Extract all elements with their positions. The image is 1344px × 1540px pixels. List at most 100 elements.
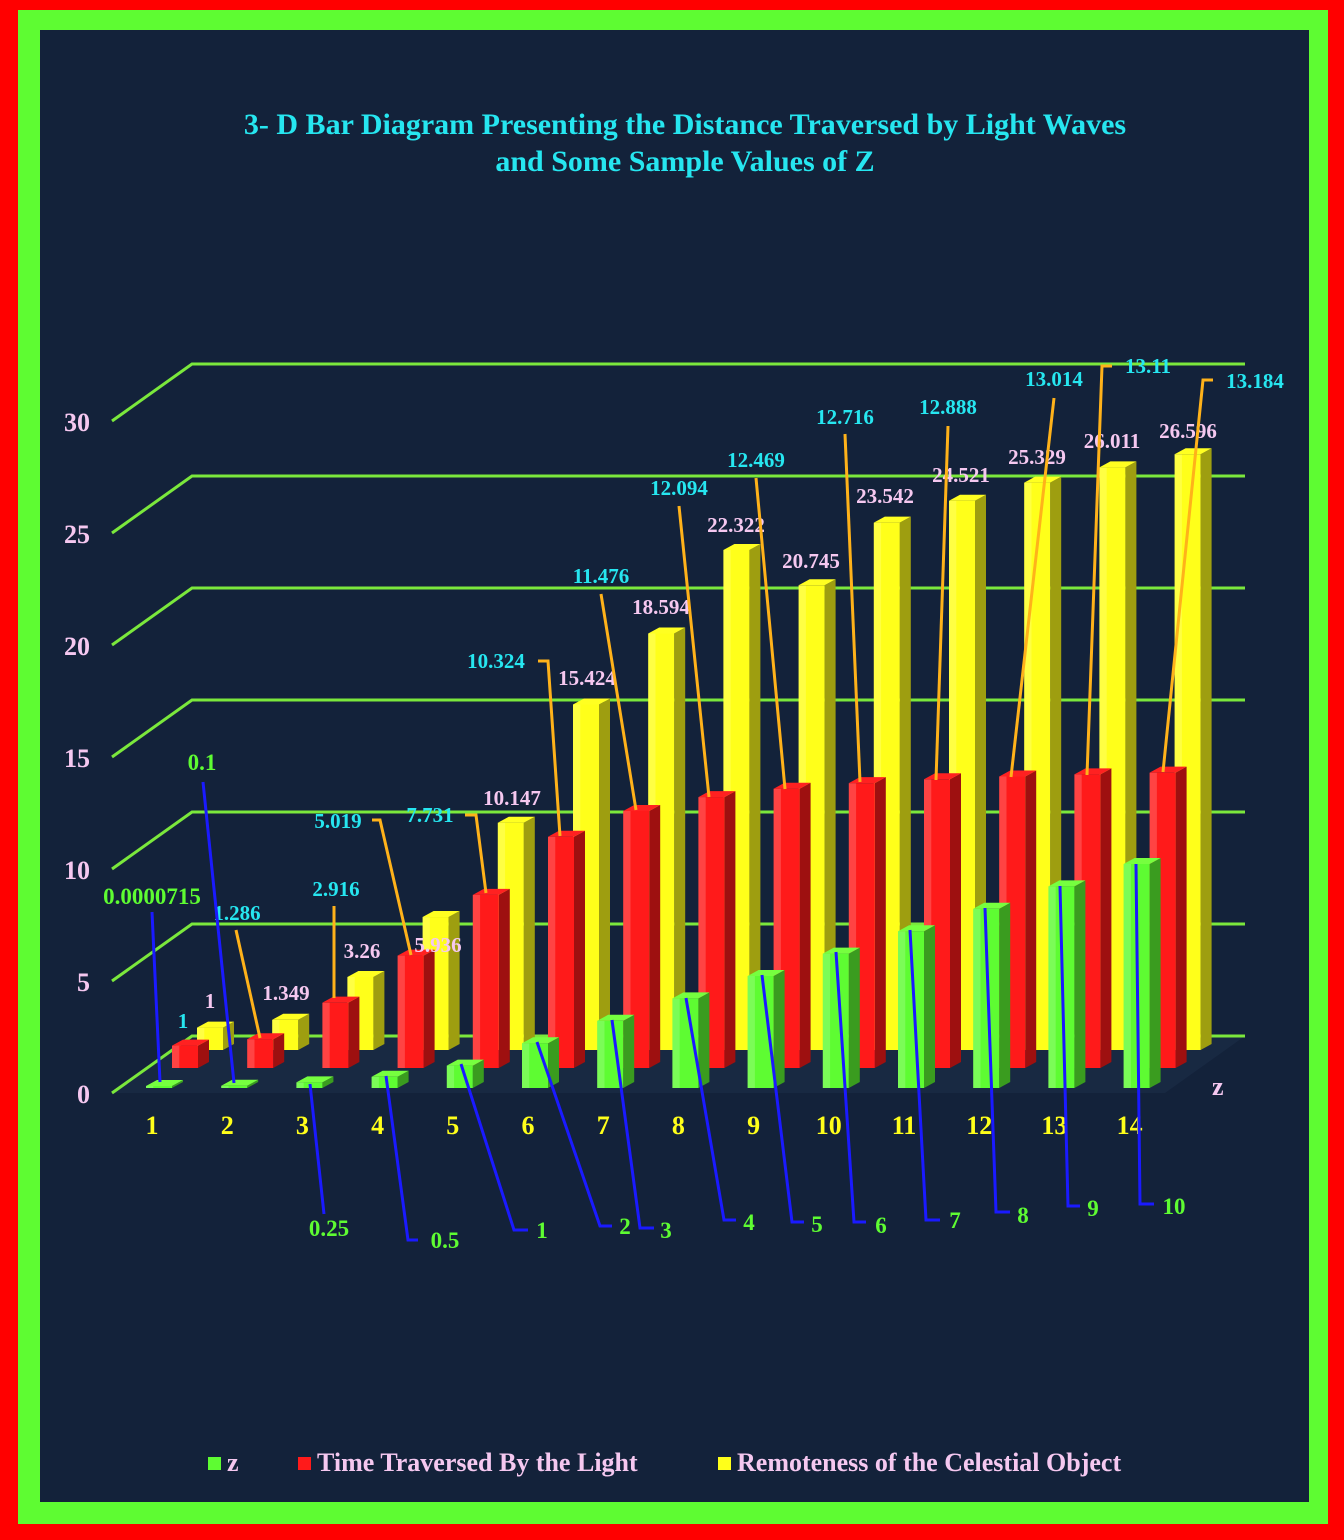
data-label-z: 9: [1087, 1196, 1099, 1221]
data-label-time: 5.019: [314, 809, 361, 833]
legend-label-remoteness: Remoteness of the Celestial Object: [737, 1448, 1122, 1477]
y-tick-label: 30: [64, 408, 90, 437]
leader-line-z: [760, 974, 804, 1224]
bar-z: [973, 902, 1011, 1088]
data-label-remoteness: 10.147: [483, 786, 541, 810]
legend-label-z: z: [227, 1448, 239, 1477]
data-label-remoteness: 23.542: [856, 484, 914, 508]
leader-line-z: [459, 1063, 528, 1232]
x-tick-label: 13: [1041, 1111, 1067, 1140]
leader-line-time: [465, 813, 488, 894]
leader-line-z: [908, 929, 940, 1222]
x-tick-label: 2: [221, 1111, 234, 1140]
leader-line-z: [150, 911, 162, 1083]
x-tick-label: 5: [446, 1111, 459, 1140]
bar-time: [322, 996, 360, 1068]
leader-line-z: [1134, 863, 1154, 1206]
data-label-z: 0.1: [188, 750, 217, 775]
data-label-time: 1.286: [213, 901, 260, 925]
data-label-remoteness: 26.596: [1159, 419, 1217, 443]
leader-line-z: [834, 951, 866, 1224]
bar-time: [172, 1039, 209, 1068]
legend-item-z: z: [208, 1445, 239, 1481]
chart-title: 3- D Bar Diagram Presenting the Distance…: [40, 106, 1330, 180]
data-label-remoteness: 15.424: [558, 666, 616, 690]
data-label-time: 12.469: [727, 448, 785, 472]
bar-z: [146, 1080, 183, 1088]
leader-line-z: [684, 997, 736, 1222]
bar-z: [822, 947, 860, 1088]
bar-z: [672, 992, 710, 1088]
data-label-remoteness: 20.745: [782, 549, 840, 573]
data-label-z: 8: [1017, 1203, 1029, 1228]
data-label-time: 11.476: [573, 564, 630, 588]
data-label-z: 1: [536, 1218, 548, 1243]
bar-time: [848, 777, 886, 1068]
legend: z Time Traversed By the Light Remoteness…: [0, 1445, 1344, 1485]
data-label-time: 12.888: [919, 395, 977, 419]
data-label-z: 0.0000715: [103, 884, 201, 909]
x-tick-label: 12: [966, 1111, 992, 1140]
y-tick-label: 5: [77, 968, 90, 997]
x-tick-label: 9: [747, 1111, 760, 1140]
bar-z: [522, 1037, 559, 1088]
bar-z: [371, 1070, 409, 1088]
data-label-time: 13.184: [1226, 369, 1284, 393]
data-label-z: 6: [875, 1213, 887, 1238]
bar-time: [247, 1033, 285, 1068]
leader-line-time: [372, 818, 413, 956]
data-label-time: 13.014: [1025, 367, 1083, 391]
data-label-remoteness: 5.936: [414, 933, 461, 957]
data-label-time: 12.716: [816, 405, 874, 429]
data-label-z: 2: [619, 1214, 631, 1239]
bar-z: [1048, 880, 1086, 1088]
leader-line-z: [1058, 885, 1080, 1208]
data-label-time: 10.324: [467, 649, 525, 673]
x-tick-label: 6: [522, 1111, 535, 1140]
leader-line-time: [1085, 364, 1112, 776]
data-label-time: 12.094: [650, 476, 708, 500]
legend-label-time: Time Traversed By the Light: [317, 1448, 638, 1477]
y-tick-label: 25: [64, 520, 90, 549]
x-tick-label: 11: [892, 1111, 917, 1140]
legend-swatch-time: [298, 1456, 311, 1470]
leader-line-z: [535, 1041, 612, 1228]
bar-z: [747, 970, 785, 1088]
y-tick-label: 20: [64, 632, 90, 661]
x-tick-label: 8: [672, 1111, 685, 1140]
data-label-time: 7.731: [406, 803, 453, 827]
leader-line-z: [610, 1019, 654, 1230]
y-tick-label: 15: [64, 744, 90, 773]
data-label-z: 4: [743, 1210, 755, 1235]
leader-line-time: [934, 425, 950, 781]
data-label-z: 0.25: [309, 1216, 349, 1241]
y-tick-label: 10: [64, 856, 90, 885]
leader-line-time: [843, 433, 862, 783]
leader-line-z: [308, 1083, 326, 1215]
leader-line-time: [1161, 378, 1213, 773]
legend-swatch-z: [208, 1456, 221, 1470]
bar-z: [898, 925, 935, 1088]
gridline: [111, 474, 1245, 535]
legend-swatch-remoteness: [718, 1456, 731, 1470]
leader-line-time: [754, 477, 787, 790]
data-label-remoteness: 22.322: [707, 513, 765, 537]
leader-line-time: [538, 659, 562, 837]
data-label-z: 5: [811, 1212, 823, 1237]
leader-line-time: [599, 593, 638, 811]
data-label-remoteness: 18.594: [632, 595, 690, 619]
data-label-remoteness: 1.349: [262, 981, 309, 1005]
gridline: [111, 362, 1245, 423]
leader-line-time: [1009, 397, 1056, 778]
leader-line-z: [983, 907, 1010, 1214]
bar-z: [597, 1014, 635, 1088]
data-label-z: 3: [660, 1218, 672, 1243]
x-tick-label: 3: [296, 1111, 309, 1140]
data-label-remoteness: 25.329: [1008, 445, 1066, 469]
y-tick-label: 0: [77, 1080, 90, 1109]
bar-z: [1123, 858, 1161, 1088]
bar-time: [548, 830, 585, 1068]
data-label-z: 7: [949, 1208, 961, 1233]
bar-time: [397, 949, 435, 1068]
